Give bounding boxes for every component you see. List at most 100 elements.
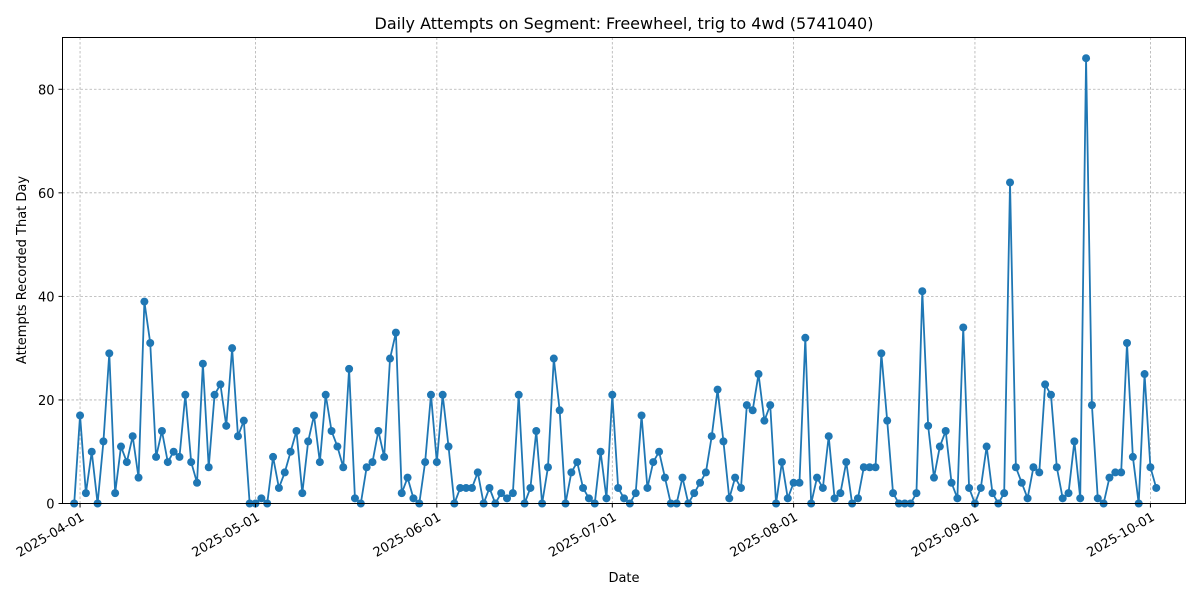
data-point xyxy=(368,458,377,467)
data-point xyxy=(532,427,541,436)
data-point xyxy=(146,338,155,347)
data-point xyxy=(99,437,108,446)
data-point xyxy=(456,483,465,492)
data-point xyxy=(76,411,85,420)
data-point xyxy=(988,489,997,498)
data-point xyxy=(298,489,307,498)
data-point xyxy=(87,447,96,456)
data-point xyxy=(432,458,441,467)
data-point xyxy=(397,489,406,498)
data-point xyxy=(327,427,336,436)
data-point xyxy=(485,483,494,492)
data-point xyxy=(163,458,172,467)
data-point xyxy=(134,473,143,482)
data-point xyxy=(935,442,944,451)
data-point xyxy=(842,458,851,467)
data-point xyxy=(953,494,962,503)
y-tick-label: 0 xyxy=(46,498,54,513)
data-point xyxy=(801,333,810,342)
x-tick-label: 2025-09-01 xyxy=(909,510,982,561)
data-point xyxy=(555,406,564,415)
data-point xyxy=(1140,370,1149,379)
data-point xyxy=(871,463,880,472)
data-point xyxy=(912,489,921,498)
data-point xyxy=(859,463,868,472)
data-point xyxy=(643,483,652,492)
y-tick-label: 60 xyxy=(38,187,55,202)
data-point xyxy=(818,483,827,492)
data-point xyxy=(731,473,740,482)
data-point xyxy=(947,478,956,487)
data-point xyxy=(345,364,354,373)
data-point xyxy=(719,437,728,446)
data-point xyxy=(1117,468,1126,477)
data-point xyxy=(701,468,710,477)
data-point xyxy=(795,478,804,487)
data-point xyxy=(813,473,822,482)
data-point xyxy=(766,401,775,410)
data-point xyxy=(81,489,90,498)
data-point xyxy=(1093,494,1102,503)
data-point xyxy=(924,421,933,430)
data-point xyxy=(865,463,874,472)
data-point xyxy=(853,494,862,503)
data-point xyxy=(889,489,898,498)
data-point xyxy=(982,442,991,451)
data-point xyxy=(140,297,149,306)
data-point xyxy=(181,390,190,399)
data-point xyxy=(736,483,745,492)
data-point xyxy=(339,463,348,472)
data-point xyxy=(497,489,506,498)
y-axis-label: Attempts Recorded That Day xyxy=(15,176,30,364)
data-point xyxy=(1029,463,1038,472)
data-point xyxy=(754,370,763,379)
data-point xyxy=(573,458,582,467)
data-point xyxy=(836,489,845,498)
data-point xyxy=(637,411,646,420)
data-point xyxy=(216,380,225,389)
data-point xyxy=(350,494,359,503)
data-point xyxy=(1046,390,1055,399)
data-point xyxy=(380,452,389,461)
data-point xyxy=(1041,380,1050,389)
data-point xyxy=(1058,494,1067,503)
data-point xyxy=(1082,54,1091,63)
data-point xyxy=(655,447,664,456)
data-point xyxy=(608,390,617,399)
plot-frame xyxy=(62,37,1186,504)
data-point xyxy=(789,478,798,487)
data-point xyxy=(760,416,769,425)
data-point xyxy=(315,458,324,467)
x-tick-label: 2025-07-01 xyxy=(546,510,619,561)
data-point xyxy=(280,468,289,477)
data-point xyxy=(1070,437,1079,446)
data-point xyxy=(239,416,248,425)
data-point xyxy=(467,483,476,492)
data-point xyxy=(660,473,669,482)
data-point xyxy=(508,489,517,498)
data-point xyxy=(1017,478,1026,487)
data-point xyxy=(1052,463,1061,472)
data-point xyxy=(421,458,430,467)
data-point xyxy=(929,473,938,482)
data-point xyxy=(462,483,471,492)
data-point xyxy=(105,349,114,358)
data-point xyxy=(696,478,705,487)
data-point xyxy=(549,354,558,363)
data-point xyxy=(438,390,447,399)
data-point xyxy=(409,494,418,503)
data-point xyxy=(620,494,628,503)
y-tick-label: 80 xyxy=(38,83,55,98)
data-point xyxy=(614,483,623,492)
data-point xyxy=(824,432,833,441)
data-point xyxy=(707,432,716,441)
data-point xyxy=(175,452,184,461)
data-point xyxy=(111,489,120,498)
data-point xyxy=(269,452,278,461)
data-point xyxy=(713,385,722,394)
data-point xyxy=(959,323,968,332)
data-point xyxy=(403,473,412,482)
data-point xyxy=(1111,468,1120,477)
data-point xyxy=(1023,494,1032,503)
